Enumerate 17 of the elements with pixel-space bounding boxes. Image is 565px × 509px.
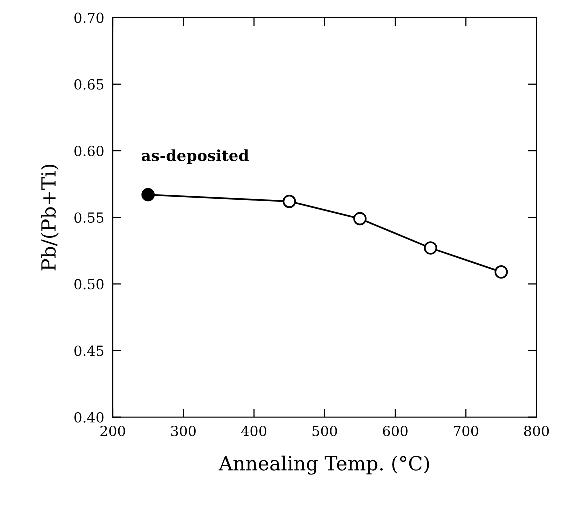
y-tick-label: 0.60: [74, 146, 104, 156]
y-tick-label: 0.70: [74, 12, 104, 24]
y-tick-label: 0.65: [74, 79, 104, 90]
y-tick-label: 0.45: [74, 346, 104, 356]
x-tick-label: 500: [312, 426, 338, 436]
x-tick-label: 200: [100, 426, 126, 436]
y-axis-title: Pb/(Pb+Ti): [41, 165, 59, 271]
x-axis-title: Annealing Temp. (°C): [218, 456, 430, 475]
y-tick-label: 0.50: [74, 279, 104, 290]
x-tick-label: 300: [171, 426, 196, 436]
x-tick-label: 800: [524, 426, 550, 436]
annotation: as-deposited: [142, 150, 249, 164]
y-tick-label: 0.55: [74, 212, 104, 224]
y-tick-label: 0.40: [74, 412, 104, 423]
x-tick-label: 600: [383, 426, 408, 436]
x-tick-label: 700: [454, 426, 478, 436]
x-tick-label: 400: [241, 426, 267, 436]
